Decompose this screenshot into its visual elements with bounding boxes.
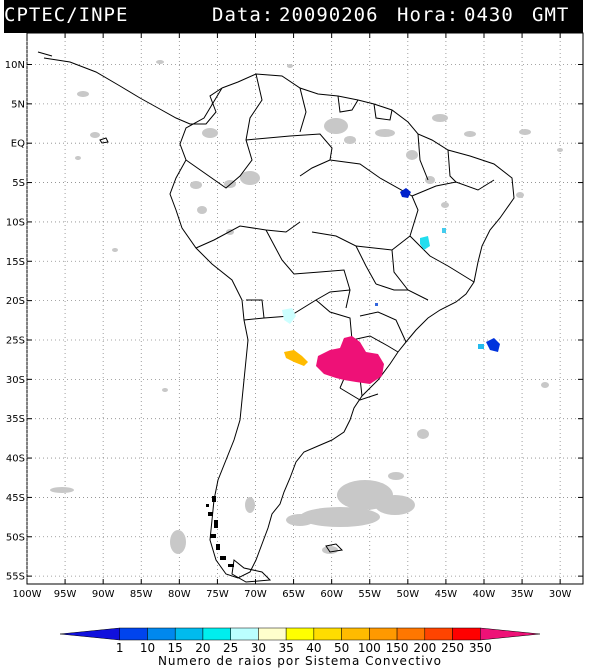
lon-label: 100W <box>13 589 42 600</box>
colorbar-tick-label: 100 <box>358 641 381 655</box>
lat-label: 45S <box>6 493 25 504</box>
colorbar-swatch <box>341 627 370 641</box>
colorbar-swatch <box>258 627 287 641</box>
colorbar-tick-label: 40 <box>306 641 321 655</box>
lon-label: 60W <box>320 589 343 600</box>
lat-label: 30S <box>6 375 25 386</box>
map-frame <box>26 32 584 585</box>
colorbar-swatch <box>119 627 148 641</box>
colorbar-tick-label: 35 <box>278 641 293 655</box>
colorbar-tick-label: 25 <box>223 641 238 655</box>
colorbar-tick-label: 20 <box>195 641 210 655</box>
lon-label: 75W <box>206 589 229 600</box>
colorbar-swatch <box>480 627 541 641</box>
chile-fjords <box>206 496 234 567</box>
colorbar-tick-label: 250 <box>441 641 464 655</box>
colorbar-swatch <box>230 627 259 641</box>
lon-label: 40W <box>473 589 496 600</box>
lat-label: 20S <box>6 296 25 307</box>
timezone-label: GMT <box>532 4 570 26</box>
colorbar-caption: Numero de raios por Sistema Convectivo <box>157 654 443 668</box>
lat-label: 55S <box>6 572 25 583</box>
lat-label: 5N <box>11 99 25 110</box>
lon-label: 45W <box>435 589 458 600</box>
lon-label: 85W <box>130 589 153 600</box>
convective-system-goias-small <box>442 228 446 233</box>
axes-labels: 10N 5N EQ 5S 10S 15S 20S 25S 30S 35S 40S 45S 50S 55S 1… <box>5 33 583 600</box>
convective-system-parana <box>375 303 378 306</box>
time-value: 0430 <box>464 4 514 26</box>
convective-system-jujuy <box>282 308 296 324</box>
lat-label: 5S <box>12 178 25 189</box>
lat-label: 25S <box>6 335 25 346</box>
lat-label: 35S <box>6 414 25 425</box>
colorbar-tick-label: 15 <box>168 641 183 655</box>
lon-label: 30W <box>549 589 572 600</box>
lon-label: 95W <box>54 589 77 600</box>
colorbar-tick-label: 350 <box>469 641 492 655</box>
convective-system-piaui <box>400 188 411 198</box>
convective-system-paraguay-argentina <box>316 336 384 384</box>
map-header: CPTEC/INPE Data: 20090206 Hora: 0430 GMT <box>4 0 583 33</box>
lon-label: 90W <box>92 589 115 600</box>
colorbar-swatch <box>285 627 315 641</box>
colorbar-swatch <box>396 627 426 641</box>
colorbar-swatch <box>313 627 342 641</box>
colorbar-tick-label: 30 <box>251 641 266 655</box>
lat-label: 40S <box>6 454 25 465</box>
lat-label: 15S <box>6 257 25 268</box>
colorbar-swatch <box>202 627 231 641</box>
colorbar-tick-label: 50 <box>334 641 349 655</box>
lat-label: 50S <box>6 532 25 543</box>
lat-label: EQ <box>11 139 25 150</box>
lon-label: 65W <box>282 589 305 600</box>
colorbar-swatch <box>424 627 453 641</box>
lat-lon-grid <box>26 33 583 584</box>
convective-systems <box>282 188 500 384</box>
time-label: Hora: <box>397 4 460 26</box>
convective-system-atlantic-edge <box>478 344 484 349</box>
colorbar-swatch <box>369 627 398 641</box>
lat-label: 10N <box>5 60 25 71</box>
lon-label: 35W <box>511 589 534 600</box>
cloud-cover <box>50 60 563 554</box>
colorbar-tick-label: 1 <box>116 641 124 655</box>
colorbar-tick-label: 10 <box>140 641 155 655</box>
convective-system-atlantic <box>486 338 500 352</box>
colorbar-swatch <box>174 627 204 641</box>
lon-label: 80W <box>168 589 191 600</box>
colorbar-tick-label: 150 <box>386 641 409 655</box>
colorbar-tick-label: 200 <box>413 641 436 655</box>
colorbar-swatch <box>59 627 120 641</box>
lon-label: 50W <box>397 589 420 600</box>
colorbar: 1 10 15 20 25 30 35 40 50 100 150 200 250 350 <box>59 627 541 655</box>
lon-label: 55W <box>358 589 381 600</box>
lon-label: 70W <box>244 589 267 600</box>
colorbar-swatch <box>452 627 481 641</box>
date-value: 20090206 <box>279 4 379 26</box>
date-label: Data: <box>212 4 275 26</box>
source-label: CPTEC/INPE <box>4 4 129 26</box>
colorbar-swatch <box>147 627 176 641</box>
continent-outline <box>37 51 515 583</box>
convective-system-cordoba <box>284 350 308 366</box>
lat-label: 10S <box>6 217 25 228</box>
convective-system-goias <box>420 236 430 250</box>
